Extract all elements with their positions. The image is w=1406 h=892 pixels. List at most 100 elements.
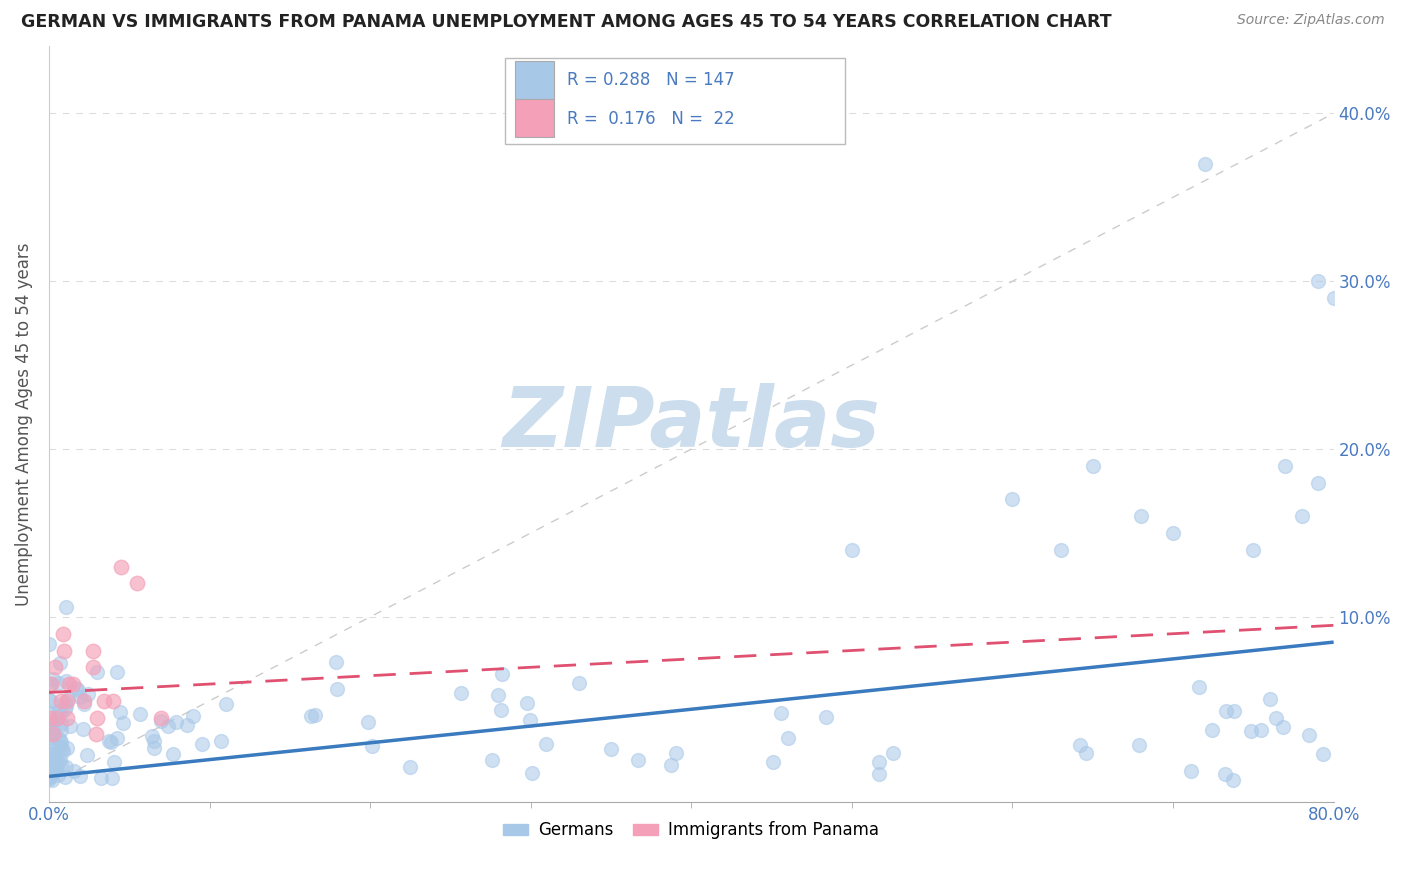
Point bbox=[63, 764, 86, 778]
Point bbox=[142, 741, 165, 756]
Point bbox=[46, 768, 69, 782]
Point bbox=[1306, 475, 1329, 490]
Point bbox=[1194, 157, 1216, 171]
Point bbox=[73, 694, 96, 708]
Point bbox=[1201, 723, 1223, 737]
Point bbox=[98, 734, 121, 748]
Point bbox=[1213, 766, 1236, 780]
Point bbox=[127, 576, 149, 591]
Point bbox=[868, 767, 890, 781]
Point bbox=[58, 677, 80, 691]
Point bbox=[1298, 728, 1320, 742]
Point bbox=[38, 720, 60, 734]
Point bbox=[82, 643, 104, 657]
Point bbox=[841, 542, 863, 557]
Point bbox=[42, 727, 65, 741]
Point bbox=[67, 683, 90, 698]
Point bbox=[1180, 764, 1202, 778]
Point bbox=[55, 741, 77, 756]
Point bbox=[191, 737, 214, 751]
Point bbox=[48, 704, 70, 718]
Point bbox=[82, 660, 104, 674]
Point bbox=[481, 753, 503, 767]
Point bbox=[38, 731, 60, 746]
Point bbox=[491, 667, 513, 681]
Point bbox=[44, 746, 66, 760]
Point bbox=[45, 762, 67, 776]
Point bbox=[39, 677, 62, 691]
Point bbox=[42, 759, 65, 773]
Point bbox=[42, 672, 65, 686]
Bar bbox=[516, 99, 554, 136]
Point bbox=[44, 660, 66, 674]
Point bbox=[39, 694, 62, 708]
Point bbox=[209, 734, 232, 748]
Point bbox=[52, 744, 75, 758]
Point bbox=[1069, 738, 1091, 752]
Point bbox=[38, 752, 60, 766]
Point bbox=[51, 694, 73, 708]
Point bbox=[62, 677, 84, 691]
Point bbox=[73, 697, 96, 711]
Point bbox=[53, 643, 76, 657]
Point bbox=[46, 705, 69, 719]
Text: GERMAN VS IMMIGRANTS FROM PANAMA UNEMPLOYMENT AMONG AGES 45 TO 54 YEARS CORRELAT: GERMAN VS IMMIGRANTS FROM PANAMA UNEMPLO… bbox=[21, 13, 1112, 31]
Point bbox=[39, 731, 62, 746]
Point bbox=[100, 772, 122, 786]
Point bbox=[325, 655, 347, 669]
Point bbox=[1129, 509, 1152, 524]
Point bbox=[103, 694, 125, 708]
Point bbox=[56, 691, 79, 706]
FancyBboxPatch shape bbox=[505, 58, 845, 145]
Point bbox=[56, 711, 79, 725]
Point bbox=[86, 711, 108, 725]
Point bbox=[1049, 542, 1071, 557]
Point bbox=[56, 694, 79, 708]
Point bbox=[49, 732, 72, 747]
Point bbox=[361, 739, 384, 753]
Point bbox=[42, 747, 65, 762]
Point bbox=[489, 703, 512, 717]
Point bbox=[142, 733, 165, 747]
Point bbox=[42, 726, 65, 740]
Point bbox=[69, 690, 91, 705]
Text: R =  0.176   N =  22: R = 0.176 N = 22 bbox=[567, 111, 734, 128]
Point bbox=[181, 708, 204, 723]
Point bbox=[41, 766, 63, 780]
Point bbox=[112, 715, 135, 730]
Point bbox=[1215, 704, 1237, 718]
Text: R = 0.288   N = 147: R = 0.288 N = 147 bbox=[567, 71, 734, 89]
Point bbox=[627, 753, 650, 767]
Point bbox=[77, 687, 100, 701]
Point bbox=[48, 739, 70, 754]
Point bbox=[1241, 542, 1264, 557]
Point bbox=[568, 676, 591, 690]
Point bbox=[38, 693, 60, 707]
Point bbox=[326, 681, 349, 696]
Point bbox=[150, 711, 173, 725]
Point bbox=[769, 706, 792, 720]
Point bbox=[399, 760, 422, 774]
Point bbox=[1223, 704, 1246, 718]
Point bbox=[38, 637, 60, 651]
Point bbox=[299, 709, 322, 723]
Point bbox=[110, 706, 132, 720]
Legend: Germans, Immigrants from Panama: Germans, Immigrants from Panama bbox=[496, 814, 886, 847]
Point bbox=[38, 734, 60, 748]
Point bbox=[86, 665, 108, 680]
Point bbox=[38, 771, 60, 785]
Point bbox=[534, 737, 557, 751]
Point bbox=[214, 697, 236, 711]
Point bbox=[1081, 458, 1104, 473]
Point bbox=[38, 769, 60, 783]
Point bbox=[1274, 458, 1296, 473]
Point bbox=[65, 681, 87, 695]
Point bbox=[59, 719, 82, 733]
Point bbox=[49, 723, 72, 738]
Point bbox=[48, 752, 70, 766]
Point bbox=[38, 716, 60, 731]
Text: Source: ZipAtlas.com: Source: ZipAtlas.com bbox=[1237, 13, 1385, 28]
Point bbox=[519, 713, 541, 727]
Point bbox=[105, 731, 128, 745]
Point bbox=[176, 718, 198, 732]
